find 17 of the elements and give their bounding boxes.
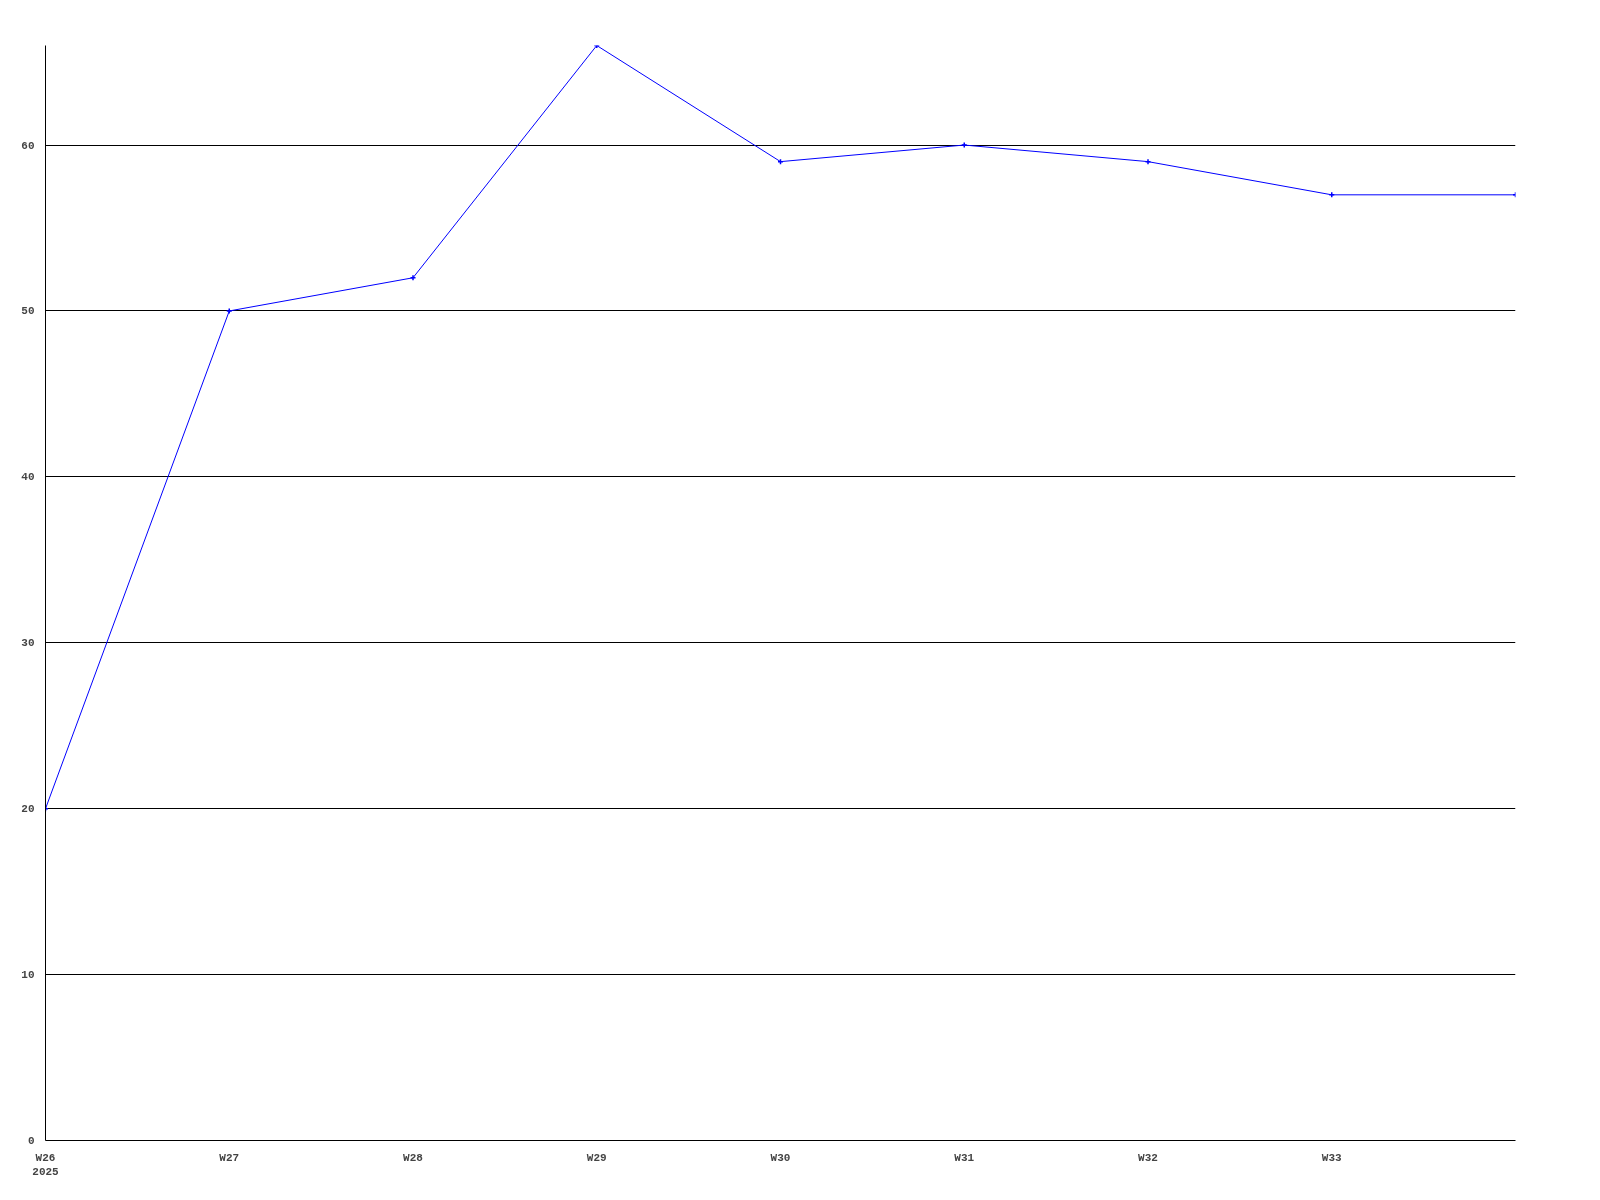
y-tick-label: 20 bbox=[21, 803, 35, 816]
y-tick-label: 30 bbox=[21, 637, 35, 650]
point bbox=[409, 274, 417, 282]
x-tick-label: W32 bbox=[1138, 1151, 1158, 1164]
x-tick-label: W30 bbox=[770, 1151, 791, 1164]
x-tick-label: W26 2025 bbox=[32, 1151, 60, 1178]
point bbox=[1328, 191, 1335, 199]
x-tick-label: W28 bbox=[403, 1151, 424, 1164]
x-tick-label: W27 bbox=[219, 1151, 240, 1164]
y-tick-label: 0 bbox=[27, 1135, 35, 1147]
y-tick-label: 10 bbox=[21, 969, 35, 982]
y-tick-label: 60 bbox=[21, 139, 35, 152]
x-tick-label: W33 bbox=[1321, 1151, 1343, 1164]
x-tick-label: W31 bbox=[954, 1151, 975, 1164]
y-tick-label: 40 bbox=[21, 471, 35, 484]
y-tick-label: 50 bbox=[21, 305, 35, 318]
x-tick-label: W29 bbox=[586, 1151, 607, 1164]
